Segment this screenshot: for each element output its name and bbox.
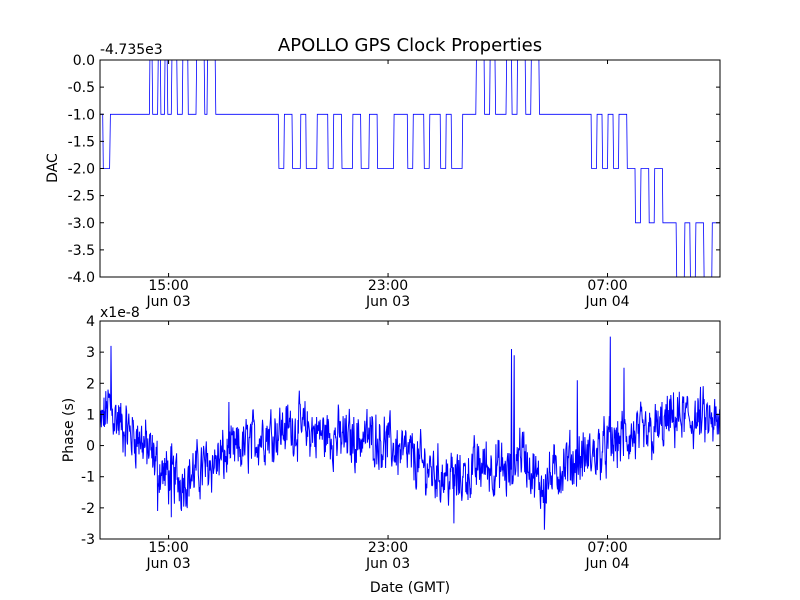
phase-offset-label: x1e-8: [100, 305, 140, 321]
y-tick-label: -1.5: [68, 134, 95, 150]
x-tick-time-label: 07:00: [587, 540, 627, 556]
phase-ylabel: Phase (s): [61, 398, 77, 462]
y-tick-label: -2.0: [68, 162, 95, 178]
phase-series-line: [100, 336, 720, 530]
dac-plot-area: [100, 59, 720, 278]
x-tick-date-label: Jun 04: [584, 294, 629, 310]
y-tick-label: -3: [81, 532, 95, 548]
y-tick-label: 0: [86, 439, 95, 455]
x-tick-date-label: Jun 03: [365, 294, 410, 310]
x-tick-time-label: 07:00: [587, 278, 627, 294]
y-tick-label: -2: [81, 501, 95, 517]
x-tick-time-label: 15:00: [148, 278, 188, 294]
y-tick-label: -4.0: [68, 270, 95, 286]
phase-plot-area: [100, 336, 720, 530]
x-tick-time-label: 23:00: [368, 278, 408, 294]
y-tick-label: 1: [86, 407, 95, 423]
x-tick-date-label: Jun 04: [584, 556, 629, 572]
x-tick-date-label: Jun 03: [365, 556, 410, 572]
phase-xlabel: Date (GMT): [370, 580, 450, 596]
dac-panel: 0.0 -0.5 -1.0 -1.5 -2.0 -2.5 -3.0 -3.5 -4.0 15:00…: [45, 42, 721, 310]
x-tick-date-label: Jun 03: [146, 556, 191, 572]
x-tick-date-label: Jun 03: [146, 294, 191, 310]
dac-ylabel: DAC: [45, 153, 61, 183]
chart-title: APOLLO GPS Clock Properties: [278, 35, 542, 56]
y-tick-label: -3.5: [68, 243, 95, 259]
y-tick-label: -0.5: [68, 80, 95, 96]
dac-ticks: 0.0 -0.5 -1.0 -1.5 -2.0 -2.5 -3.0 -3.5 -4.0 15:00…: [68, 53, 720, 310]
phase-axes-frame: [99, 320, 721, 540]
x-tick-time-label: 23:00: [368, 540, 408, 556]
y-tick-label: -1: [81, 470, 95, 486]
dac-series-line: [100, 59, 720, 278]
y-tick-label: -1.0: [68, 107, 95, 123]
x-tick-time-label: 15:00: [148, 540, 188, 556]
y-tick-label: 2: [86, 376, 95, 392]
y-tick-label: 4: [86, 314, 95, 330]
y-tick-label: -3.0: [68, 216, 95, 232]
y-tick-label: -2.5: [68, 189, 95, 205]
y-tick-label: 0.0: [73, 53, 95, 69]
y-tick-label: 3: [86, 345, 95, 361]
dac-offset-label: -4.735e3: [100, 42, 163, 58]
